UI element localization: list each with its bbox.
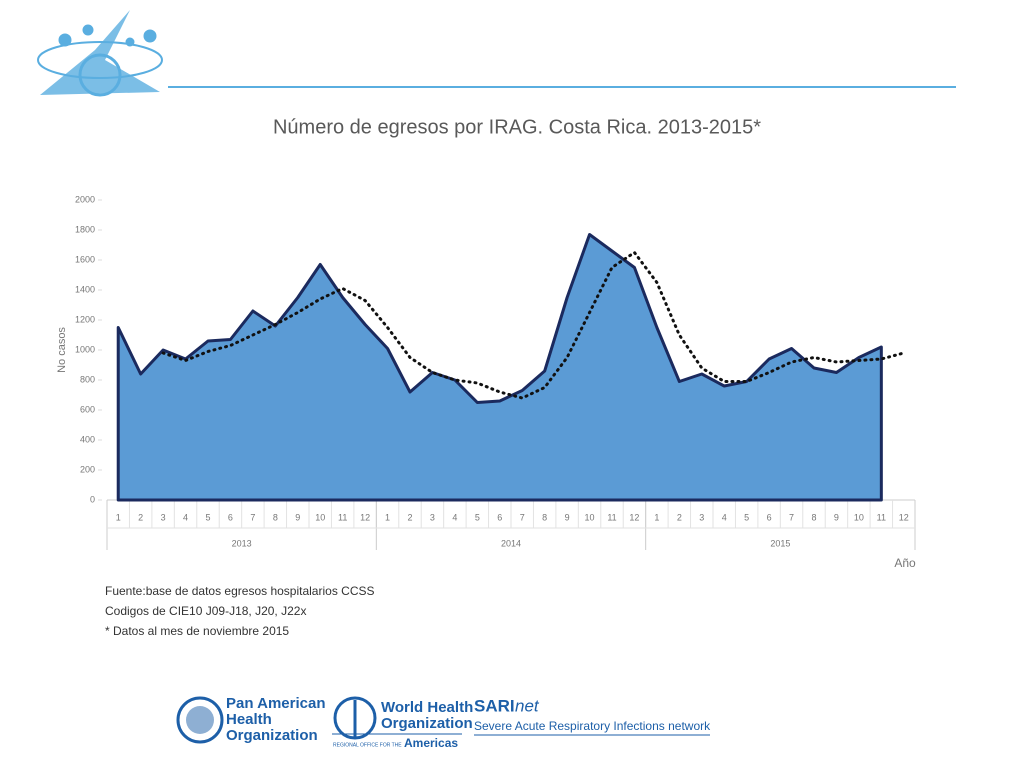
x-tick-label: 6	[767, 512, 772, 522]
who-region: REGIONAL OFFICE FOR THE	[333, 742, 402, 748]
x-tick-label: 2	[677, 512, 682, 522]
x-tick-label: 12	[899, 512, 909, 522]
x-tick-label: 2	[407, 512, 412, 522]
x-tick-label: 9	[295, 512, 300, 522]
x-axis-label: Año	[894, 556, 916, 570]
x-tick-label: 6	[497, 512, 502, 522]
y-tick-label: 1800	[75, 224, 95, 234]
sari-net: net	[515, 696, 540, 715]
sari-subtitle: Severe Acute Respiratory Infections netw…	[474, 719, 711, 733]
x-tick-label: 11	[338, 512, 347, 522]
x-tick-label: 4	[722, 512, 727, 522]
group-label: 2013	[232, 538, 252, 548]
x-tick-label: 4	[183, 512, 188, 522]
x-tick-label: 5	[475, 512, 480, 522]
x-tick-label: 10	[315, 512, 325, 522]
x-tick-label: 5	[744, 512, 749, 522]
x-tick-label: 10	[854, 512, 864, 522]
trend-line	[161, 250, 906, 400]
chart-title: Número de egresos por IRAG. Costa Rica. …	[273, 116, 761, 138]
x-tick-label: 8	[273, 512, 278, 522]
notes: Fuente:base de datos egresos hospitalari…	[105, 584, 375, 638]
x-tick-label: 3	[430, 512, 435, 522]
x-tick-label: 1	[654, 512, 659, 522]
x-tick-label: 3	[699, 512, 704, 522]
who-name: Organization	[381, 715, 473, 732]
y-tick-label: 1600	[75, 254, 95, 264]
sari-name: SARI	[474, 696, 515, 715]
y-tick-label: 1000	[75, 344, 95, 354]
paho-name: Health	[226, 711, 272, 728]
group-label: 2015	[770, 538, 790, 548]
x-tick-label: 8	[811, 512, 816, 522]
y-tick-label: 1200	[75, 314, 95, 324]
x-tick-label: 7	[520, 512, 525, 522]
x-tick-label: 8	[542, 512, 547, 522]
x-tick-label: 10	[585, 512, 595, 522]
y-tick-label: 200	[80, 464, 95, 474]
x-tick-label: 12	[360, 512, 370, 522]
x-tick-label: 6	[228, 512, 233, 522]
x-tick-label: 7	[789, 512, 794, 522]
y-tick-label: 600	[80, 404, 95, 414]
paho-name: Organization	[226, 727, 318, 744]
group-label: 2014	[501, 538, 521, 548]
header-logo	[37, 10, 163, 97]
paho-name: Pan American	[226, 695, 326, 712]
x-tick-label: 9	[565, 512, 570, 522]
y-axis-label: No casos	[56, 327, 68, 373]
x-tick-label: 1	[116, 512, 121, 522]
x-tick-label: 9	[834, 512, 839, 522]
note: Fuente:base de datos egresos hospitalari…	[105, 584, 375, 598]
who-name: World Health	[381, 699, 473, 716]
x-tick-label: 3	[161, 512, 166, 522]
y-tick-label: 800	[80, 374, 95, 384]
who-americas: Americas	[404, 736, 458, 750]
area	[116, 233, 883, 502]
x-tick-label: 5	[205, 512, 210, 522]
x-tick-label: 7	[250, 512, 255, 522]
y-tick-label: 1400	[75, 284, 95, 294]
y-tick-label: 2000	[75, 194, 95, 204]
x-tick-label: 1	[385, 512, 390, 522]
x-tick-label: 4	[452, 512, 457, 522]
x-tick-label: 2	[138, 512, 143, 522]
y-tick-label: 0	[90, 494, 95, 504]
x-tick-label: 12	[629, 512, 639, 522]
x-tick-label: 11	[877, 512, 886, 522]
paho-emblem	[176, 696, 224, 744]
y-tick-label: 400	[80, 434, 95, 444]
x-tick-label: 11	[607, 512, 616, 522]
note: Codigos de CIE10 J09-J18, J20, J22x	[105, 604, 306, 618]
note: * Datos al mes de noviembre 2015	[105, 624, 289, 638]
footer-logos: Pan American Health Organization World H…	[176, 695, 711, 750]
